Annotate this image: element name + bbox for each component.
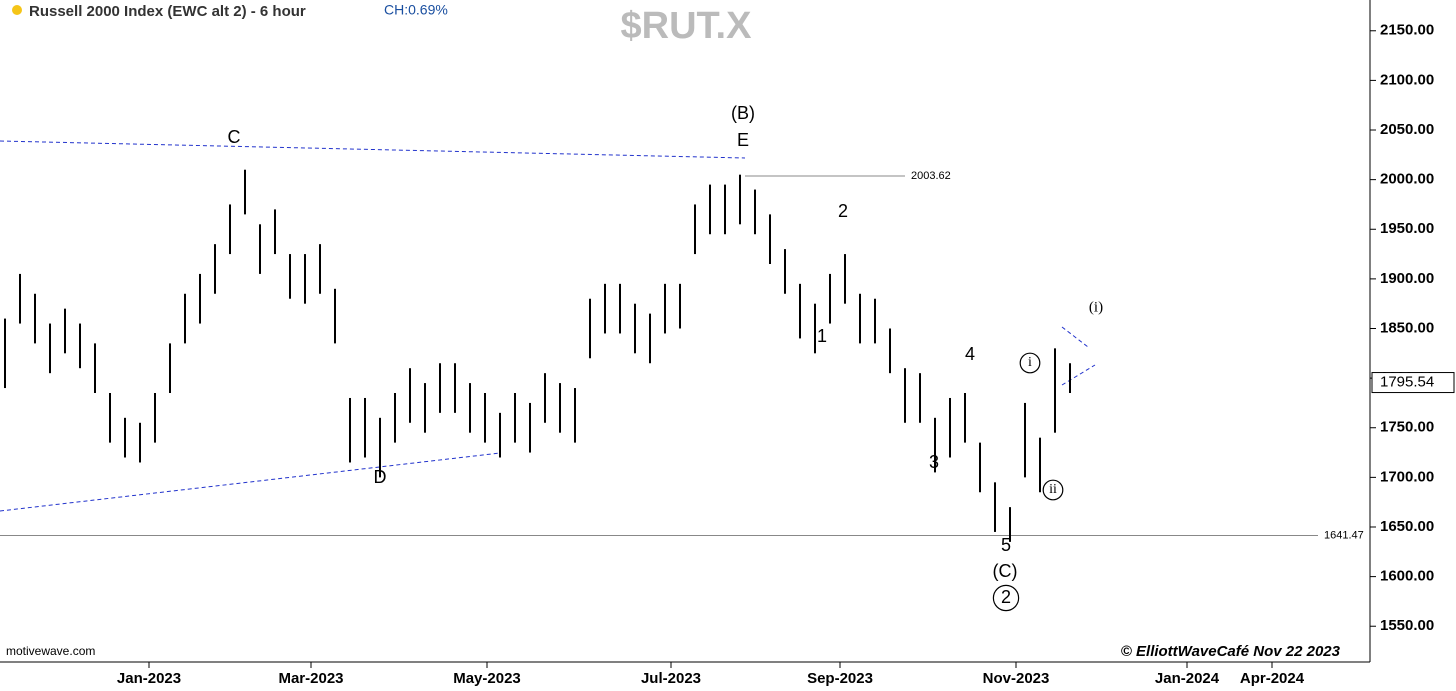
- wave-label: D: [374, 467, 387, 487]
- x-tick-label: Sep-2023: [807, 670, 873, 687]
- wave-circle: [1042, 479, 1064, 501]
- y-tick-label: 1900.00: [1380, 270, 1434, 287]
- wave-label: (i): [1089, 299, 1103, 315]
- y-tick-label: 1550.00: [1380, 617, 1434, 634]
- y-tick-label: 1650.00: [1380, 518, 1434, 535]
- x-tick-label: Jul-2023: [641, 670, 701, 687]
- wave-label: 4: [965, 344, 975, 364]
- wave-label: i: [1028, 355, 1032, 370]
- wave-label: 1: [817, 326, 827, 346]
- wave-label: 2: [1001, 587, 1011, 607]
- y-tick-label: 2150.00: [1380, 22, 1434, 39]
- x-tick-label: May-2023: [453, 670, 521, 687]
- y-tick-label: 1700.00: [1380, 468, 1434, 485]
- copyright: © ElliottWaveCafé Nov 22 2023: [1121, 643, 1341, 660]
- y-tick-label: 2000.00: [1380, 171, 1434, 188]
- wave-label: (B): [731, 103, 755, 123]
- y-tick-label: 2050.00: [1380, 121, 1434, 138]
- wave-label: (C): [993, 561, 1018, 581]
- trendline: [0, 140, 746, 159]
- wave-label: 3: [929, 452, 939, 472]
- y-tick-label: 1750.00: [1380, 419, 1434, 436]
- x-tick-label: Apr-2024: [1240, 670, 1305, 687]
- change-label: CH:0.69%: [384, 2, 448, 18]
- symbol: $RUT.X: [621, 5, 753, 47]
- wave-label: 5: [1001, 535, 1011, 555]
- x-tick-label: Mar-2023: [278, 670, 343, 687]
- wave-label: C: [228, 127, 241, 147]
- x-tick-label: Nov-2023: [983, 670, 1050, 687]
- y-tick-label: 2100.00: [1380, 71, 1434, 88]
- last-price-label: 1795.54: [1380, 374, 1434, 391]
- trendline: [1061, 326, 1089, 348]
- wave-circle: [992, 584, 1020, 612]
- wave-label: ii: [1049, 482, 1057, 497]
- wave-circle: [1019, 352, 1041, 374]
- last-price-box: [1371, 372, 1455, 394]
- y-tick-label: 1600.00: [1380, 568, 1434, 585]
- y-tick-label: 1950.00: [1380, 220, 1434, 237]
- status-dot: [12, 5, 22, 15]
- chart-title: Russell 2000 Index (EWC alt 2) - 6 hour: [29, 3, 306, 20]
- wave-label: E: [737, 130, 749, 150]
- x-tick-label: Jan-2024: [1155, 670, 1220, 687]
- source: motivewave.com: [6, 644, 95, 658]
- level-label: 2003.62: [911, 170, 951, 182]
- x-tick-label: Jan-2023: [117, 670, 181, 687]
- level-label: 1641.47: [1324, 529, 1364, 541]
- wave-label: 2: [838, 201, 848, 221]
- y-tick-label: 1850.00: [1380, 319, 1434, 336]
